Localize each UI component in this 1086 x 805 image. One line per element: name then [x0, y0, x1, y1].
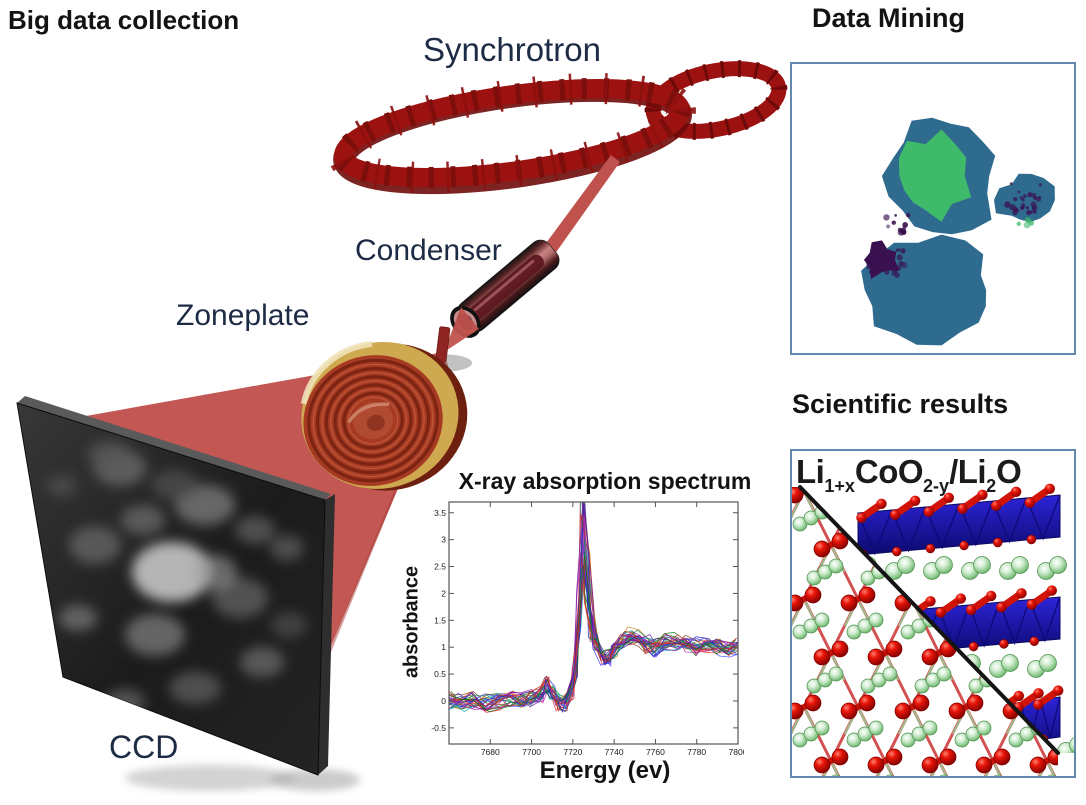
formula-text: O: [996, 453, 1022, 490]
svg-text:2: 2: [441, 588, 446, 598]
data-mining-panel: [790, 62, 1076, 355]
svg-text:3: 3: [441, 535, 446, 545]
svg-text:1.5: 1.5: [434, 615, 446, 625]
label-condenser: Condenser: [355, 234, 502, 267]
xray-beam-upstream: [541, 155, 620, 258]
svg-text:7760: 7760: [646, 747, 665, 757]
booster-ring-icon: [644, 60, 788, 140]
formula-subscript: 2: [986, 476, 997, 496]
formula-text: /Li: [949, 453, 987, 490]
svg-text:7680: 7680: [481, 747, 500, 757]
svg-text:-0.5: -0.5: [431, 723, 446, 733]
svg-text:7700: 7700: [522, 747, 541, 757]
absorption-spectrum-chart: 7680 7700 7720 7740 7760 7780 7800 -0.5 0 0.5 1 1.5…: [431, 501, 744, 757]
label-synchrotron: Synchrotron: [423, 31, 601, 68]
label-ccd: CCD: [109, 729, 179, 765]
xray-beam-focused: [444, 307, 479, 352]
segmented-particles-image: [861, 117, 1055, 346]
crystal-structure-image: [792, 483, 1074, 776]
section-title-collection: Big data collection: [8, 5, 240, 35]
ccd-detector: [16, 396, 335, 776]
svg-text:7800: 7800: [729, 747, 744, 757]
ccd-image-blobs: [47, 441, 307, 715]
chart-xlabel: Energy (ev): [539, 757, 671, 784]
section-title-results: Scientific results: [792, 389, 1009, 419]
section-title-mining: Data Mining: [812, 3, 965, 33]
svg-text:0.5: 0.5: [434, 669, 446, 679]
svg-text:0: 0: [441, 696, 446, 706]
formula-subscript: 2-y: [923, 476, 950, 496]
chart-ylabel: absorbance: [400, 565, 423, 679]
svg-text:3.5: 3.5: [434, 508, 446, 518]
svg-text:2.5: 2.5: [434, 562, 446, 572]
svg-text:7740: 7740: [605, 747, 624, 757]
synchrotron-ring-icon: [328, 73, 696, 195]
formula-text: CoO: [854, 453, 924, 490]
svg-text:1: 1: [441, 642, 446, 652]
zoneplate-rings: [307, 358, 439, 483]
chemical-formula: Li1+xCoO2-y/Li2O: [796, 453, 1022, 496]
scientific-results-panel: Li1+xCoO2-y/Li2O: [790, 449, 1076, 778]
formula-subscript: 1+x: [824, 476, 855, 496]
svg-text:7780: 7780: [687, 747, 706, 757]
svg-text:7720: 7720: [563, 747, 582, 757]
zoneplate-optic: [300, 340, 468, 491]
label-zoneplate: Zoneplate: [176, 299, 310, 332]
ccd-shadow: [125, 765, 360, 791]
formula-text: Li: [796, 453, 825, 490]
chart-title: X-ray absorption spectrum: [458, 468, 752, 494]
